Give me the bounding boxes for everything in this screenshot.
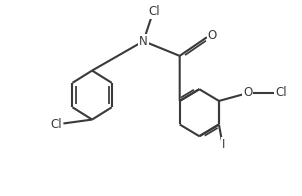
Text: Cl: Cl xyxy=(50,118,62,131)
Text: I: I xyxy=(222,138,225,151)
Text: N: N xyxy=(139,35,148,48)
Text: Cl: Cl xyxy=(148,5,160,18)
Text: O: O xyxy=(208,29,217,42)
Text: O: O xyxy=(243,86,252,99)
Text: Cl: Cl xyxy=(275,86,287,99)
